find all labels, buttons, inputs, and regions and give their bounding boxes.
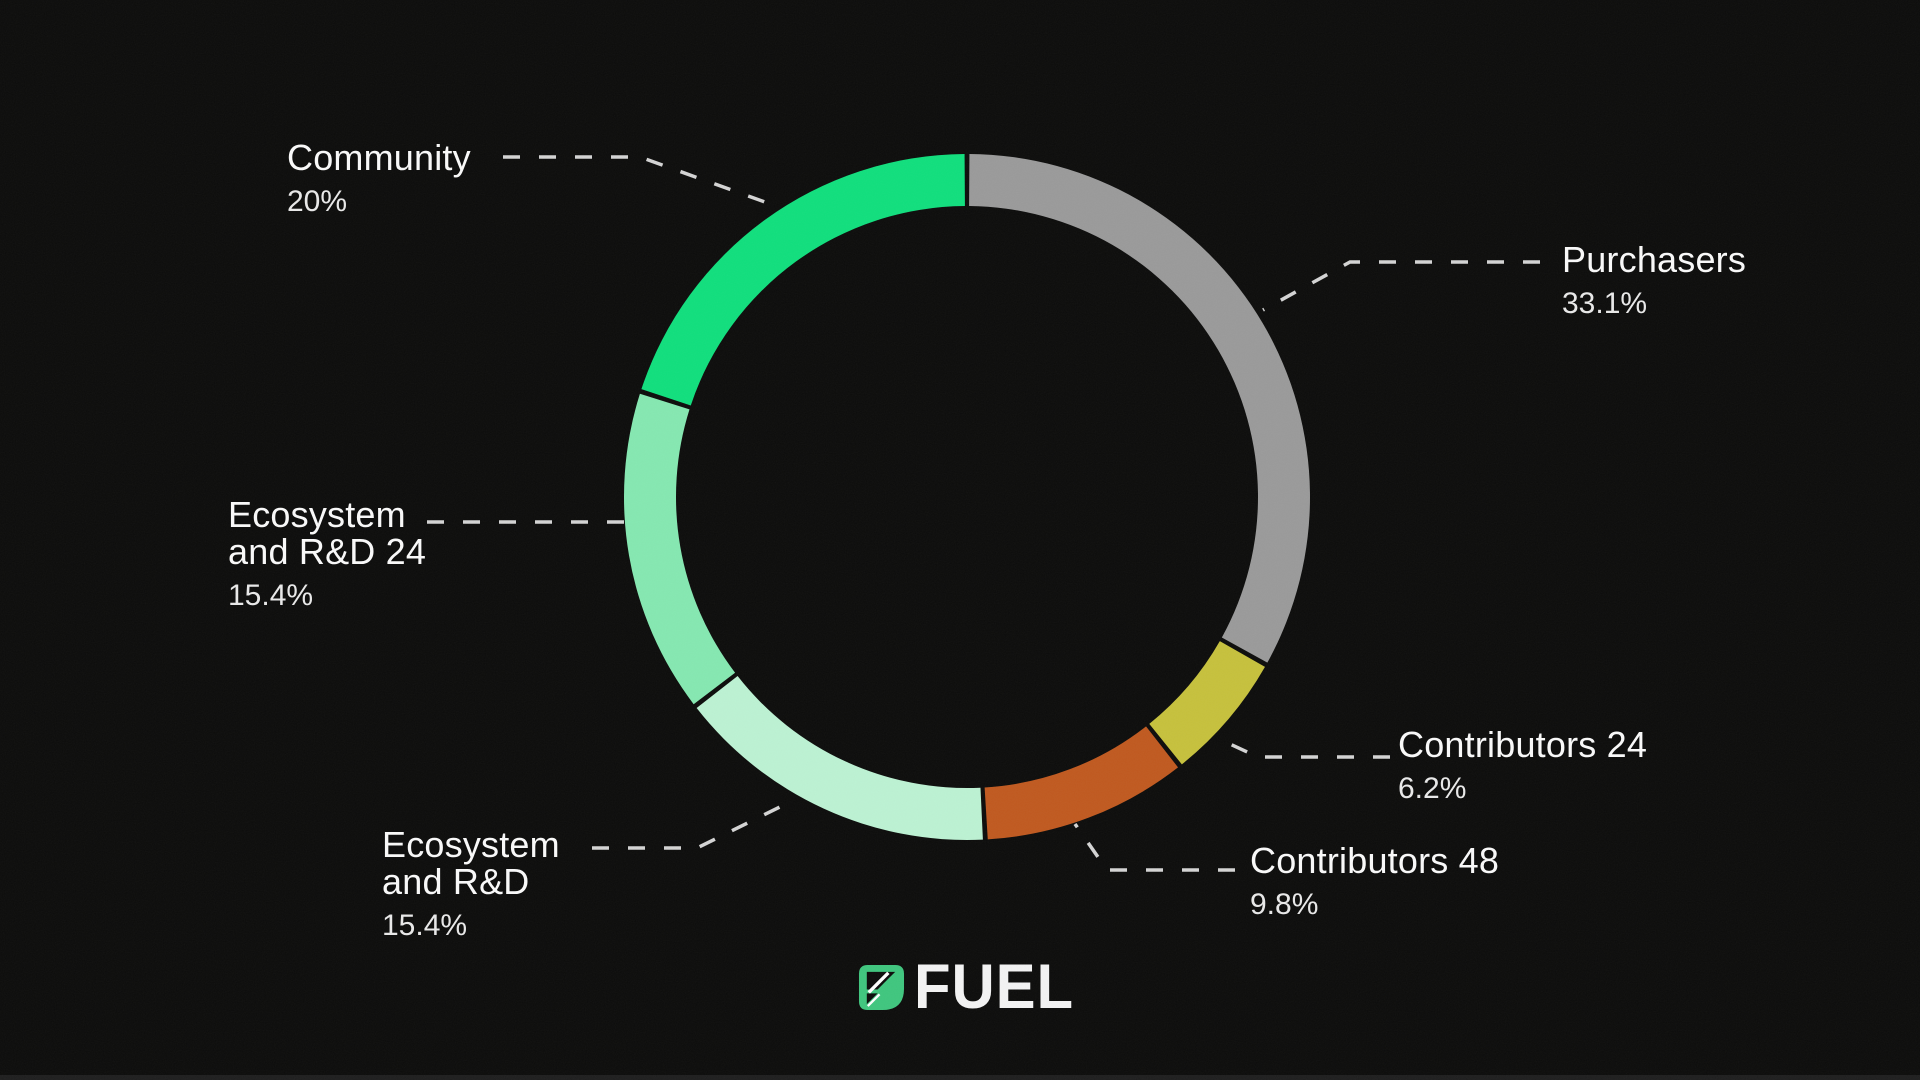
slice-purchasers [969, 154, 1310, 663]
callout-ecosystem-rd-label2: and R&D [382, 861, 530, 902]
slice-ecosystem-and-r-d-24 [623, 393, 736, 705]
callout-contributors-24-percent: 6.2% [1398, 772, 1467, 805]
callout-ecosystem-rd-24-percent: 15.4% [228, 579, 314, 612]
callout-community-percent: 20% [287, 185, 348, 218]
slice-community [641, 154, 965, 406]
leader-purchasers [1262, 260, 1540, 312]
callout-contributors-48-label: Contributors 48 [1250, 840, 1500, 881]
callout-ecosystem-rd-percent: 15.4% [382, 909, 468, 942]
leader-ecosystem-rd [592, 799, 793, 850]
callout-ecosystem-rd: Ecosystem and R&D 15.4% [382, 826, 560, 941]
callout-contributors-24-label: Contributors 24 [1398, 724, 1648, 765]
leader-contributors-48 [1073, 823, 1235, 872]
fuel-logo: FUEL [858, 952, 1082, 1022]
slice-ecosystem-and-r-d [696, 676, 983, 840]
callout-purchasers-label: Purchasers [1562, 239, 1747, 280]
slice-contributors-24 [1149, 641, 1265, 765]
callout-ecosystem-rd-24-label: Ecosystem [228, 494, 406, 535]
callout-contributors-48: Contributors 48 9.8% [1250, 842, 1499, 920]
callout-contributors-24: Contributors 24 6.2% [1398, 726, 1647, 804]
callout-purchasers: Purchasers 33.1% [1562, 241, 1746, 319]
slice-contributors-48 [984, 726, 1179, 840]
fuel-logo-icon [858, 964, 905, 1010]
callout-ecosystem-rd-label: Ecosystem [382, 824, 560, 865]
callout-ecosystem-rd-24-label2: and R&D 24 [228, 531, 427, 572]
leader-community [503, 155, 777, 208]
callout-community-label: Community [287, 137, 471, 178]
callout-contributors-48-percent: 9.8% [1250, 888, 1319, 921]
callout-ecosystem-rd-24: Ecosystem and R&D 24 15.4% [228, 496, 426, 611]
callout-community: Community 20% [287, 139, 471, 217]
bottom-bar [0, 1075, 1920, 1080]
leader-contributors-24 [1218, 737, 1390, 759]
callout-purchasers-percent: 33.1% [1562, 287, 1648, 320]
fuel-wordmark: FUEL [914, 952, 1075, 1022]
